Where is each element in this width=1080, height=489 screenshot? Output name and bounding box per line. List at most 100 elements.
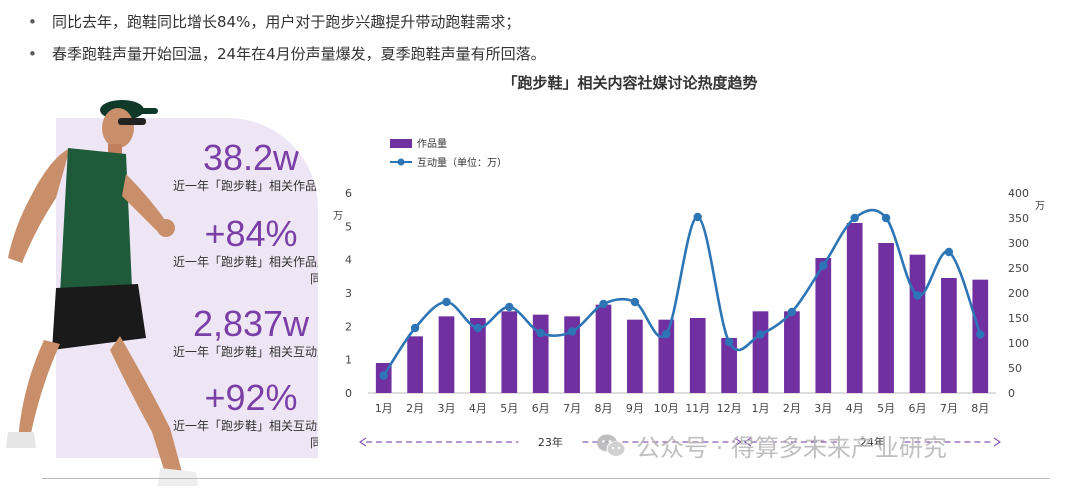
legend-bar-swatch — [390, 139, 412, 148]
right-tick-label: 250 — [1008, 262, 1029, 275]
line-point — [881, 213, 891, 223]
line-point — [442, 297, 451, 307]
line-point — [599, 299, 608, 309]
line-point — [662, 329, 671, 339]
left-tick-label: 6 — [345, 187, 352, 200]
bar — [501, 311, 518, 393]
right-tick-label: 300 — [1008, 237, 1029, 250]
bullet-item: • 同比去年，跑鞋同比增长84%，用户对于跑步兴趣提升带动跑鞋需求； — [28, 6, 546, 38]
right-axis-ticks: 0 50 100 150 200 250 300 350 400 — [1008, 187, 1029, 400]
stat-value: +92% — [204, 377, 298, 418]
line-point — [410, 323, 420, 333]
x-tick-label: 8月 — [595, 402, 613, 415]
line-point — [630, 297, 640, 307]
line-point — [693, 212, 702, 222]
x-tick-label: 4月 — [846, 402, 864, 415]
stat-caption: 近一年「跑步鞋」相关作品量 — [172, 179, 318, 193]
year-ranges: 23年 24年 — [359, 435, 1001, 449]
stat-block: +92% 近一年「跑步鞋」相关互动量 同比 — [146, 378, 318, 452]
line-point — [944, 247, 954, 257]
bullet-item: • 春季跑鞋声量开始回温，24年在4月份声量爆发，夏季跑鞋声量有所回落。 — [28, 38, 546, 70]
bar — [878, 243, 894, 393]
line-point — [976, 330, 985, 339]
bullet-list: • 同比去年，跑鞋同比增长84%，用户对于跑步兴趣提升带动跑鞋需求； • 春季跑… — [28, 6, 546, 70]
stat-caption: 近一年「跑步鞋」相关作品量 — [172, 255, 318, 269]
bar — [564, 316, 580, 393]
left-tick-label: 1 — [345, 354, 352, 367]
legend-line-marker — [397, 158, 405, 166]
stat-value: +84% — [204, 213, 298, 254]
x-tick-label: 8月 — [971, 402, 989, 415]
runner-illustration — [6, 100, 198, 486]
chart-title: 「跑步鞋」相关内容社媒讨论热度趋势 — [502, 74, 758, 92]
bar — [784, 311, 800, 393]
bar — [627, 319, 643, 393]
x-tick-label: 6月 — [909, 402, 927, 415]
watermark-text: 公众号 · 得算多未来产业研究 — [636, 434, 947, 462]
line-point — [379, 371, 388, 380]
x-tick-label: 2月 — [406, 402, 424, 415]
bar — [941, 278, 957, 393]
x-tick-label: 5月 — [500, 402, 518, 415]
x-tick-label: 3月 — [438, 402, 456, 415]
x-tick-label: 7月 — [940, 402, 958, 415]
line-point — [567, 327, 577, 336]
bar — [438, 316, 455, 393]
line-point — [505, 302, 514, 312]
stat-block: +84% 近一年「跑步鞋」相关作品量 同比 — [146, 214, 318, 288]
wechat-icon — [597, 434, 626, 457]
line-point — [850, 213, 859, 223]
right-tick-label: 150 — [1008, 312, 1029, 325]
stat-caption: 同比 — [309, 436, 318, 450]
runner-figure — [6, 100, 198, 486]
x-axis-labels: 1月 2月 3月 4月 5月 6月 7月 8月 9月 10月 11月 12月 1月 2月 3月 4月 5月 6月 7… — [375, 402, 990, 415]
right-tick-label: 350 — [1008, 212, 1029, 225]
right-tick-label: 0 — [1008, 387, 1015, 400]
left-axis-ticks: 0 1 2 3 4 5 6 — [345, 187, 352, 400]
left-axis-unit: 万 — [331, 210, 343, 221]
line-point — [787, 307, 797, 317]
left-tick-label: 3 — [345, 287, 352, 300]
right-tick-label: 200 — [1008, 287, 1029, 300]
right-tick-label: 50 — [1008, 362, 1022, 375]
stats-panel: 38.2w 近一年「跑步鞋」相关作品量 +84% 近一年「跑步鞋」相关作品量 同… — [56, 118, 318, 458]
line-point — [913, 291, 922, 300]
x-tick-label: 5月 — [877, 402, 895, 415]
year-range-arrow — [734, 437, 742, 447]
bullet-text: 同比去年，跑鞋同比增长84%，用户对于跑步兴趣提升带动跑鞋需求； — [52, 13, 521, 31]
stat-value: 2,837w — [192, 303, 310, 344]
watermark: 公众号 · 得算多未来产业研究 — [596, 428, 947, 463]
bar-series — [375, 223, 989, 393]
x-tick-label: 10月 — [654, 402, 679, 415]
right-tick-label: 400 — [1008, 187, 1029, 200]
legend-bar-label: 作品量 — [417, 138, 447, 150]
line-point — [724, 337, 734, 347]
x-tick-label: 9月 — [626, 402, 644, 415]
bar — [595, 304, 612, 393]
bottom-divider — [42, 478, 1050, 479]
x-tick-label: 11月 — [685, 402, 710, 415]
left-tick-label: 0 — [345, 387, 352, 400]
line-point — [536, 328, 545, 338]
bullet-text: 春季跑鞋声量开始回温，24年在4月份声量爆发，夏季跑鞋声量有所回落。 — [52, 45, 546, 63]
x-tick-label: 6月 — [532, 402, 550, 415]
x-tick-label: 4月 — [469, 402, 487, 415]
bar — [815, 258, 832, 393]
left-tick-label: 2 — [345, 320, 352, 333]
stat-caption: 同比 — [309, 272, 318, 286]
line-point — [473, 323, 483, 333]
line-point — [756, 330, 765, 339]
x-tick-label: 1月 — [375, 402, 393, 415]
bar — [752, 311, 769, 393]
left-tick-label: 4 — [345, 254, 352, 267]
bar — [407, 336, 423, 393]
bar — [909, 254, 926, 393]
legend: 作品量 互动量（单位：万） — [390, 138, 507, 169]
stat-value: 38.2w — [202, 137, 300, 178]
bullet-marker: • — [28, 45, 37, 63]
stat-block: 38.2w 近一年「跑步鞋」相关作品量 — [146, 138, 318, 195]
stat-caption: 近一年「跑步鞋」相关互动量 — [172, 419, 318, 433]
year-range-arrow — [359, 437, 367, 447]
bar — [721, 338, 737, 393]
year-label: 23年 — [538, 435, 563, 449]
